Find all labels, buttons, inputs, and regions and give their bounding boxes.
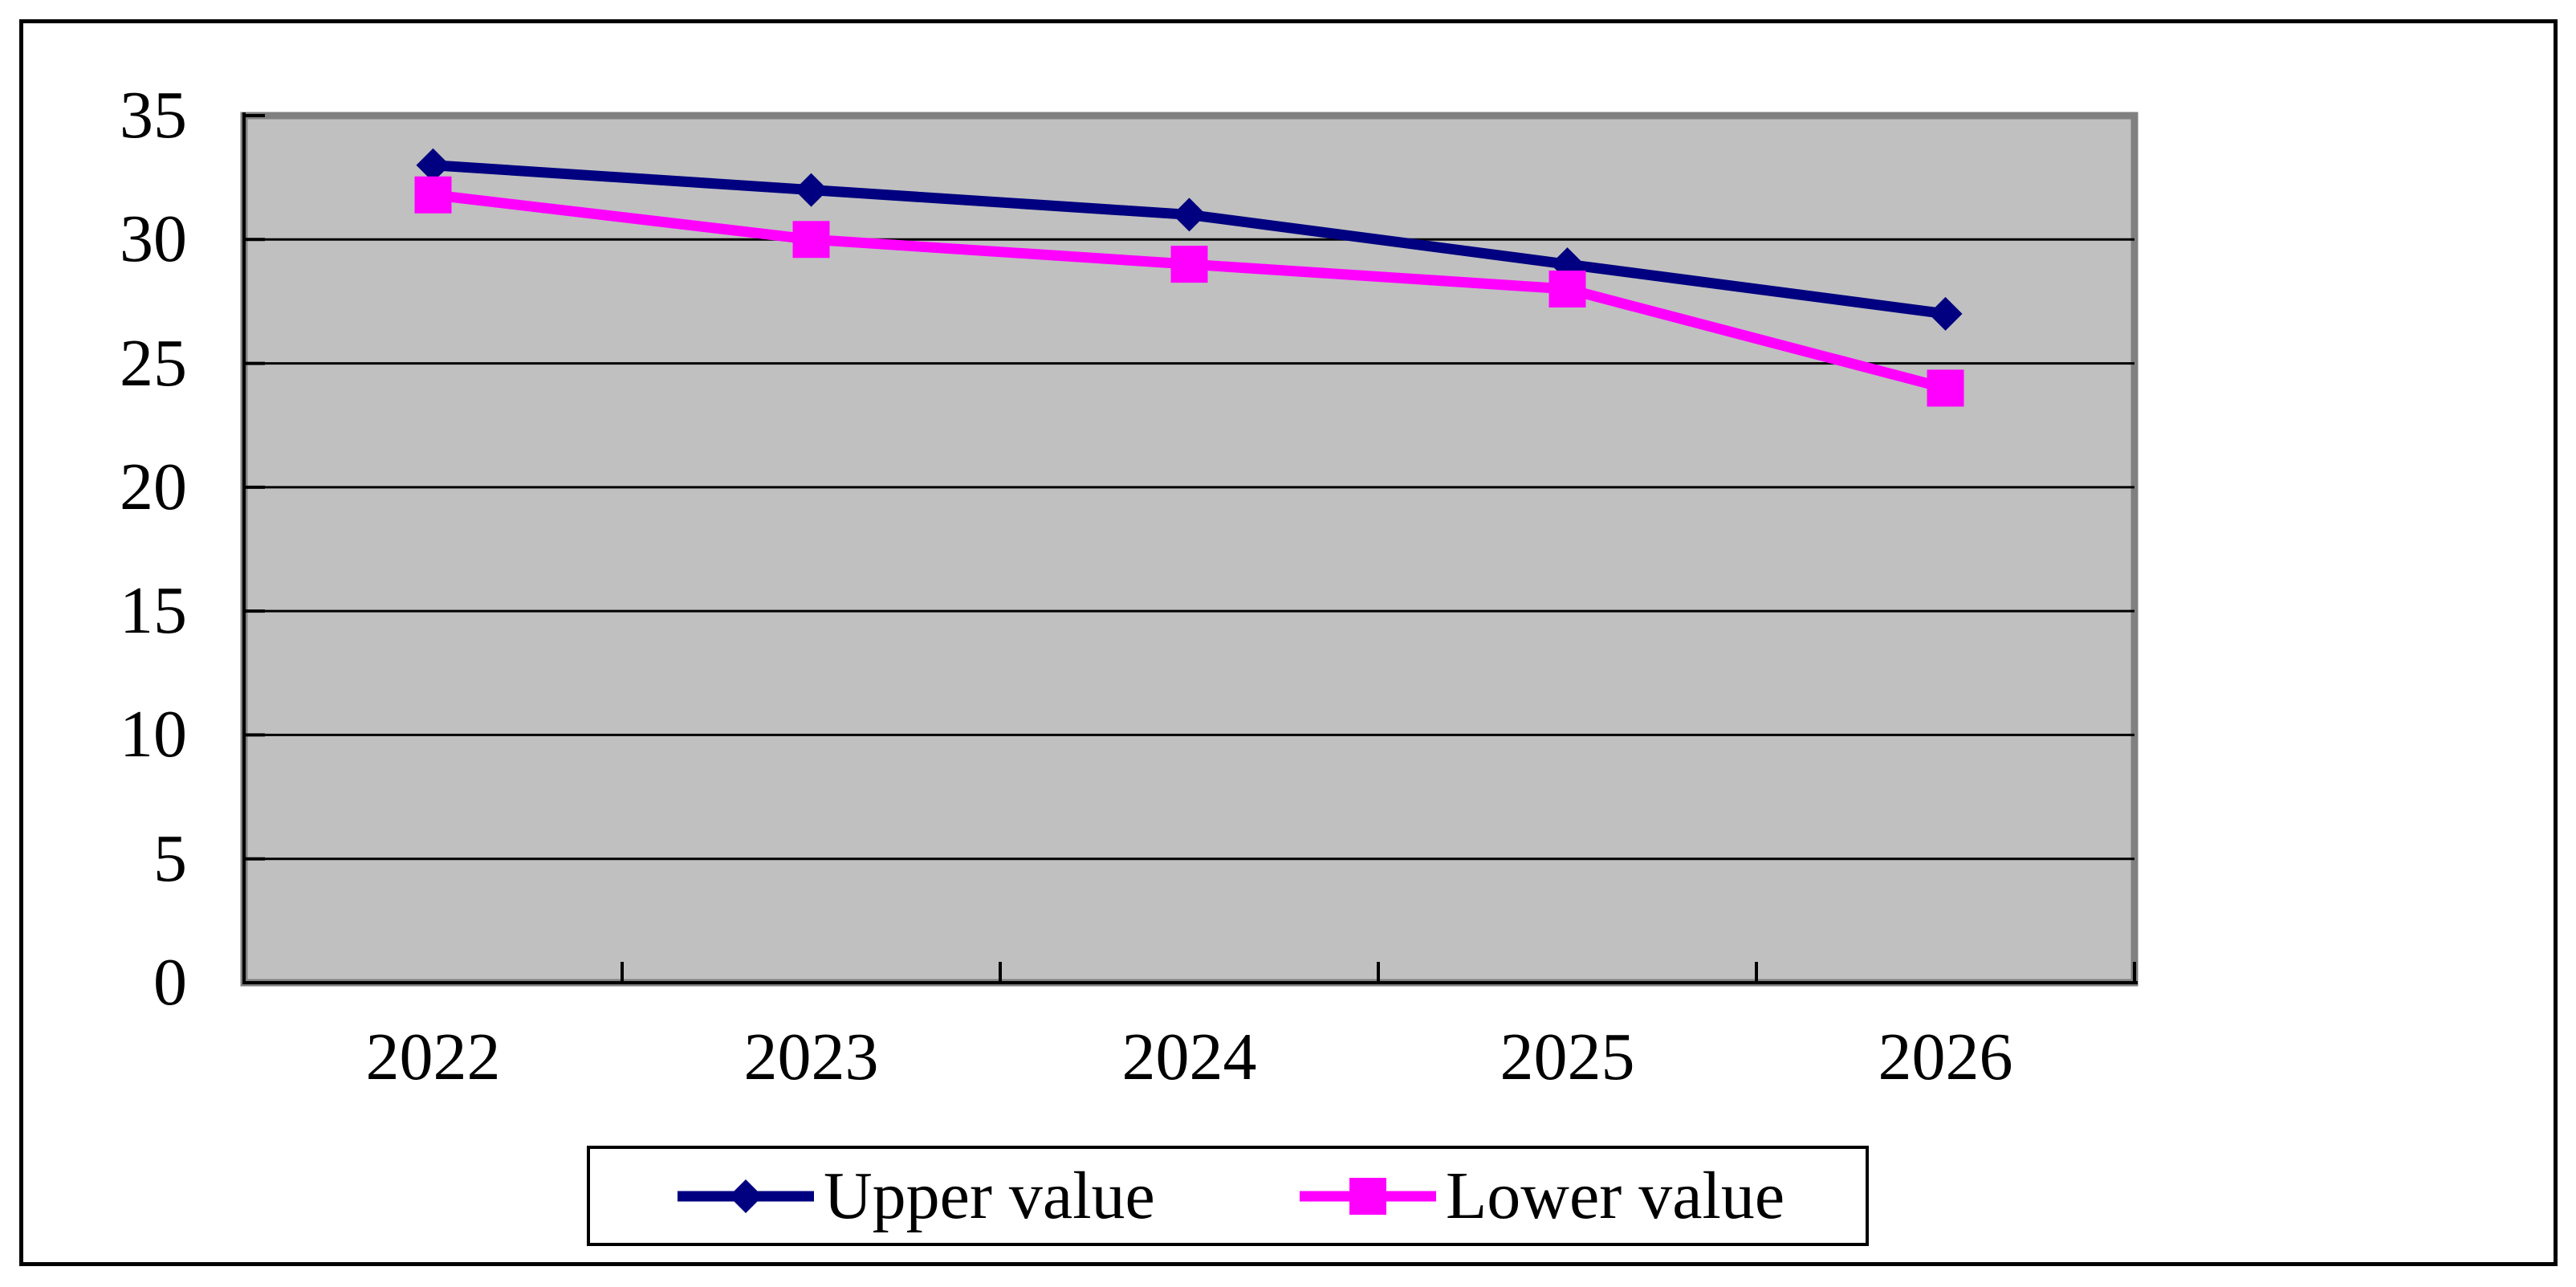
lower-value-marker-2023 (792, 221, 830, 259)
upper-value-marker-2024 (1172, 198, 1207, 232)
x-axis-label-2024: 2024 (1121, 1020, 1257, 1094)
x-axis-label-2023: 2023 (743, 1020, 879, 1094)
upper-value-marker-2026 (1928, 296, 1963, 331)
upper-value-marker-2023 (794, 173, 828, 207)
lower-value-marker-2026 (1927, 369, 1964, 407)
x-axis-label-2025: 2025 (1500, 1020, 1635, 1094)
y-axis-label-30: 30 (120, 202, 187, 277)
y-axis-label-25: 25 (120, 325, 187, 401)
legend-label: Lower value (1446, 1158, 1785, 1233)
series-lower-value (414, 176, 1964, 407)
legend-marker-sample (729, 1179, 763, 1213)
legend-entry-upper-value: Upper value (678, 1149, 1155, 1243)
upper-value-marker-2022 (416, 148, 450, 182)
lower-value-marker-2024 (1170, 246, 1208, 283)
legend-diamond-marker-icon (678, 1179, 814, 1213)
lower-value-marker-2022 (414, 176, 452, 214)
plot-area (240, 112, 2139, 987)
y-axis-label-15: 15 (120, 573, 187, 649)
legend-label: Upper value (824, 1158, 1155, 1233)
x-axis-label-2022: 2022 (365, 1020, 501, 1094)
y-axis-label-35: 35 (120, 78, 187, 153)
y-axis-label-10: 10 (120, 697, 187, 772)
y-axis-label-5: 5 (153, 821, 187, 896)
y-axis-label-20: 20 (120, 449, 187, 524)
legend-marker-sample (1349, 1177, 1386, 1215)
x-axis-label-2026: 2026 (1878, 1020, 2013, 1094)
legend-square-marker-icon (1300, 1177, 1436, 1215)
lower-value-marker-2025 (1548, 271, 1586, 307)
legend: Upper value Lower value (587, 1146, 1869, 1246)
legend-entry-lower-value: Lower value (1300, 1149, 1784, 1243)
y-axis-label-0: 0 (153, 945, 187, 1020)
